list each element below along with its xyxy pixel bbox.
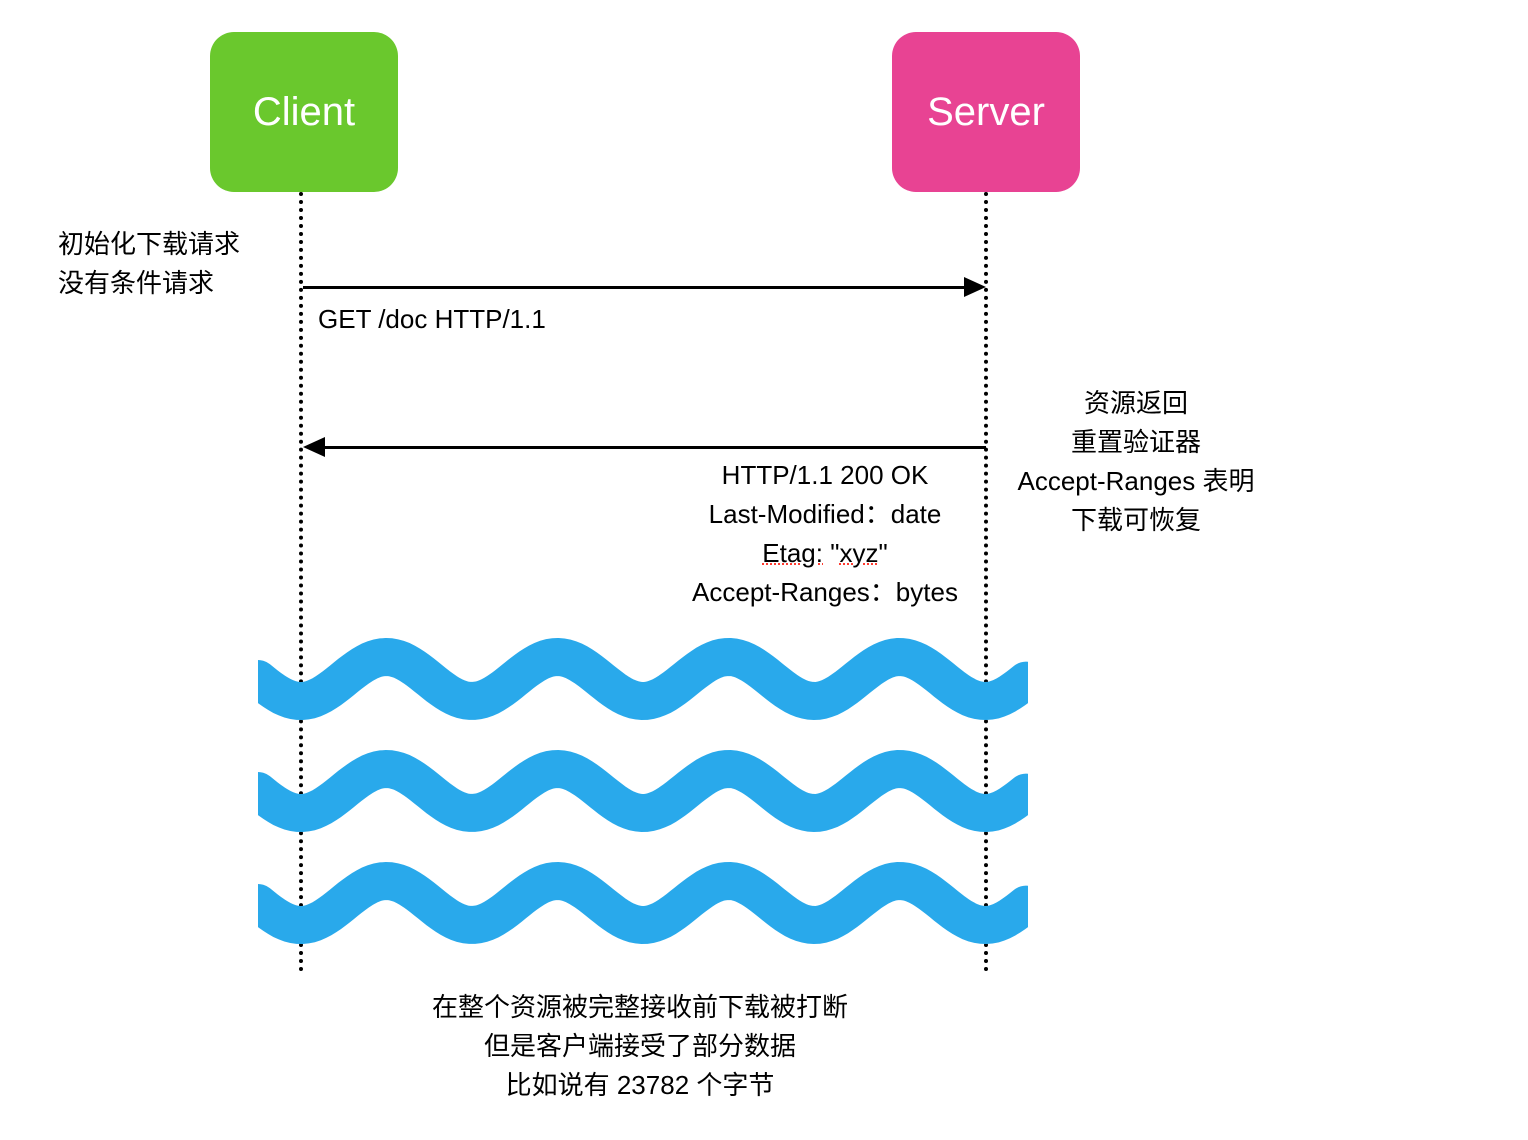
right-note-line-1: 资源返回: [1006, 384, 1266, 423]
wave-row-3: [258, 881, 1026, 925]
bottom-note-line-3: 比如说有 23782 个字节: [430, 1066, 850, 1105]
wave-row-2: [258, 769, 1026, 813]
resp-quote-close: ": [878, 538, 887, 568]
right-note-line-4: 下载可恢复: [1006, 501, 1266, 540]
right-note: 资源返回 重置验证器 Accept-Ranges 表明 下载可恢复: [1006, 384, 1266, 540]
bottom-note-line-2: 但是客户端接受了部分数据: [430, 1027, 850, 1066]
bottom-note-line-1: 在整个资源被完整接收前下载被打断: [430, 988, 850, 1027]
left-note-line-1: 初始化下载请求: [58, 225, 240, 264]
sequence-diagram: Client Server 初始化下载请求 没有条件请求 GET /doc HT…: [0, 0, 1528, 1140]
resp-line-3: Etag: "xyz": [690, 534, 960, 573]
client-node: Client: [210, 32, 398, 192]
request-arrow-line: [303, 286, 966, 289]
interruption-waves: [258, 638, 1028, 960]
server-label: Server: [927, 90, 1045, 135]
left-note-line-2: 没有条件请求: [58, 264, 240, 303]
right-note-line-2: 重置验证器: [1006, 423, 1266, 462]
left-note: 初始化下载请求 没有条件请求: [58, 225, 240, 303]
resp-etag-key: Etag:: [762, 538, 823, 568]
response-arrow-head: [303, 437, 325, 457]
resp-line-1: HTTP/1.1 200 OK: [690, 456, 960, 495]
resp-line-2: Last-Modified：date: [690, 495, 960, 534]
wave-row-1: [258, 657, 1026, 701]
resp-line-4: Accept-Ranges：bytes: [690, 573, 960, 612]
bottom-note: 在整个资源被完整接收前下载被打断 但是客户端接受了部分数据 比如说有 23782…: [430, 988, 850, 1105]
response-text: HTTP/1.1 200 OK Last-Modified：date Etag:…: [690, 456, 960, 612]
client-label: Client: [253, 90, 355, 135]
response-arrow-line: [323, 446, 986, 449]
right-note-line-3: Accept-Ranges 表明: [1006, 462, 1266, 501]
server-node: Server: [892, 32, 1080, 192]
request-text: GET /doc HTTP/1.1: [318, 300, 546, 339]
resp-etag-val: xyz: [839, 538, 878, 568]
request-arrow-head: [964, 277, 986, 297]
